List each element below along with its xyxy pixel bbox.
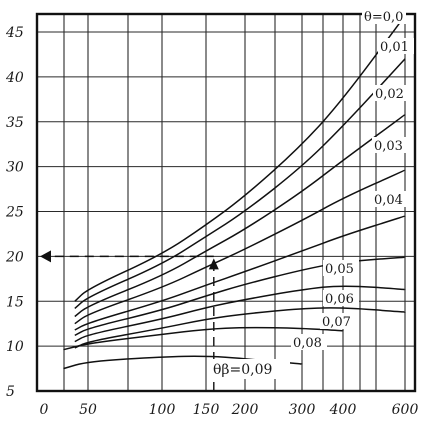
y-tick-label: 10 <box>6 339 24 355</box>
curve-label: 0,08 <box>293 336 322 351</box>
curve-label-bg <box>323 290 359 306</box>
curve-label: 0,06 <box>325 292 354 307</box>
arrow-up <box>208 258 219 270</box>
series-line-3 <box>74 113 406 318</box>
x-tick-label: 400 <box>329 402 357 418</box>
annotation-label: θβ=0,09 <box>213 362 272 378</box>
x-tick-label: 600 <box>392 402 419 418</box>
chart-curve-labels: θ=0,0 0,01 0,02 0,03 0,04 0,05 0,06 0,070,08 θβ=… <box>210 8 414 379</box>
y-tick-label: 5 <box>6 384 15 400</box>
x-tick-label: 200 <box>231 402 259 418</box>
x-tick-label: 0 <box>40 402 49 418</box>
chart-guides <box>40 250 219 391</box>
y-tick-label: 40 <box>5 70 24 86</box>
curve-label: θ=0,0 <box>364 10 403 25</box>
curve-label-bg <box>323 260 359 276</box>
annotation-bg <box>210 359 290 379</box>
series-line-1 <box>74 15 406 302</box>
plot-frame <box>35 12 417 393</box>
curve-label-bg <box>372 191 408 207</box>
series-line-4 <box>74 169 406 325</box>
x-tick-label: 50 <box>79 402 97 418</box>
curve-label: 0,05 <box>325 262 354 277</box>
curve-label: 0,04 <box>374 193 403 208</box>
curve-label-bg <box>362 8 406 24</box>
curve-label: 0,01 <box>380 40 409 55</box>
y-tick-label: 45 <box>5 25 24 41</box>
curve-label-bg <box>291 334 327 350</box>
curve-label: 0,07 <box>322 315 351 330</box>
y-tick-label: 15 <box>6 294 24 310</box>
curve-label: 0,03 <box>374 139 403 154</box>
chart-frame <box>35 12 417 393</box>
curve-label: 0,02 <box>375 87 404 102</box>
curve-label-bg <box>373 85 409 101</box>
series-line-9 <box>63 326 344 351</box>
x-tick-label: 300 <box>289 402 316 418</box>
y-tick-label: 25 <box>5 205 24 221</box>
chart-curves <box>63 15 406 370</box>
y-tick-label: 35 <box>6 115 24 131</box>
curve-label-bg <box>320 313 356 329</box>
series-line-8 <box>74 307 406 349</box>
x-tick-label: 150 <box>193 402 220 418</box>
arrow-to-axis <box>40 250 51 263</box>
series-line-2 <box>74 58 406 309</box>
x-tick-label: 100 <box>149 402 176 418</box>
y-tick-label: 30 <box>6 160 24 176</box>
curve-label-bg <box>372 137 408 153</box>
chart-ticks: 5 10 15 20 25 30 35 40 45 0 50 100 150 200 300 400 600 <box>5 25 418 418</box>
curve-label-bg <box>378 38 414 54</box>
series-line-5 <box>74 215 406 331</box>
series-line-7 <box>74 285 406 343</box>
y-tick-label: 20 <box>5 249 24 265</box>
